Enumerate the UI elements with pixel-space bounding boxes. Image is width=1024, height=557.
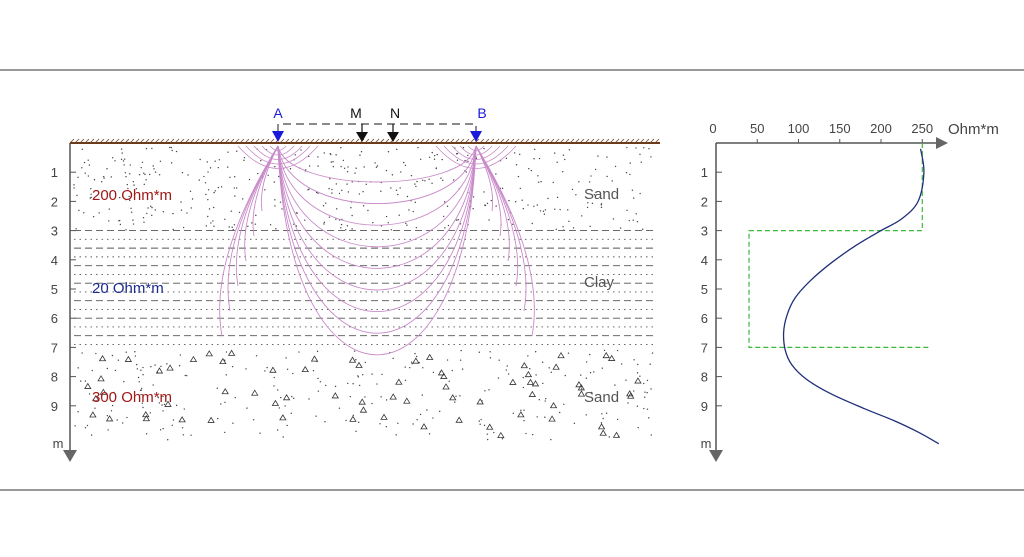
- section-depth-tick-label: 1: [51, 165, 58, 180]
- true-resistivity-model-line: [748, 143, 931, 348]
- layer-1-resistivity: 200 Ohm*m: [92, 187, 172, 204]
- apparent-resistivity-curve: [782, 148, 940, 445]
- chart-x-tick-label: 100: [788, 121, 810, 136]
- layer-2-material: Clay: [584, 274, 615, 291]
- electrode-n-label: N: [390, 105, 400, 121]
- electrode-b-label: B: [477, 105, 486, 121]
- section-depth-tick-label: 6: [51, 311, 58, 326]
- electrode-m-label: M: [350, 105, 362, 121]
- section-depth-unit: m: [53, 436, 64, 451]
- sand-texture-lower: [74, 349, 654, 441]
- chart-x-unit: Ohm*m: [948, 121, 999, 138]
- electrode-a: A: [272, 105, 284, 142]
- chart-x-tick-label: 0: [709, 121, 716, 136]
- electrode-array: A M N B: [272, 105, 487, 142]
- chart-y-tick-label: 5: [701, 282, 708, 297]
- chart-y-tick-label: 4: [701, 253, 708, 268]
- electrode-m: M: [350, 105, 368, 142]
- cable-line: [277, 123, 477, 132]
- section-depth-tick-label: 7: [51, 340, 58, 355]
- chart-y-tick-label: 3: [701, 224, 708, 239]
- layer-3-material: Sand: [584, 389, 619, 406]
- chart-x-tick-label: 150: [829, 121, 851, 136]
- chart-y-tick-label: 6: [701, 311, 708, 326]
- section-depth-tick-label: 4: [51, 253, 58, 268]
- layer-2-resistivity: 20 Ohm*m: [92, 280, 164, 297]
- section-depth-tick-label: 9: [51, 399, 58, 414]
- chart-y-tick-label: 7: [701, 340, 708, 355]
- electrode-b: B: [470, 105, 487, 142]
- chart-y-tick-label: 2: [701, 194, 708, 209]
- current-flow-lines: [219, 145, 535, 356]
- clay-hatching: [74, 230, 656, 345]
- electrode-m-marker: [356, 132, 368, 142]
- section-depth-tick-label: 5: [51, 282, 58, 297]
- resistivity-chart: 0 50 100 150 200 250 1 2 3 4 5 6 7 8 9 Ohm*m m: [701, 121, 999, 462]
- layer-3-resistivity: 300 Ohm*m: [92, 389, 172, 406]
- chart-x-tick-label: 50: [750, 121, 764, 136]
- section-depth-arrow: [63, 450, 77, 462]
- chart-y-tick-label: 8: [701, 370, 708, 385]
- electrode-a-label: A: [273, 105, 283, 121]
- chart-y-tick-label: 1: [701, 165, 708, 180]
- chart-y-unit: m: [701, 436, 712, 451]
- section-depth-axis: 1 2 3 4 5 6 7 8 9 m: [51, 143, 77, 462]
- section-depth-tick-label: 8: [51, 370, 58, 385]
- electrode-n-marker: [387, 132, 399, 142]
- chart-x-axis-arrow: [936, 137, 948, 149]
- section-depth-tick-label: 2: [51, 194, 58, 209]
- layer-1-material: Sand: [584, 186, 619, 203]
- section-depth-tick-label: 3: [51, 224, 58, 239]
- electrode-b-marker: [470, 131, 482, 142]
- chart-y-axis-arrow: [709, 450, 723, 462]
- ground-hatch: [69, 138, 660, 144]
- electrode-a-marker: [272, 131, 284, 142]
- chart-y-tick-label: 9: [701, 399, 708, 414]
- chart-x-tick-label: 200: [870, 121, 892, 136]
- chart-x-tick-label: 250: [911, 121, 933, 136]
- electrode-n: N: [387, 105, 400, 142]
